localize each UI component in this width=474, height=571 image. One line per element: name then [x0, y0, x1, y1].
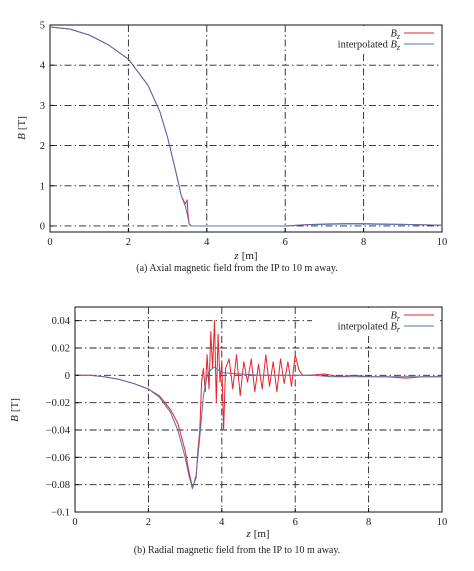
caption: (b) Radial magnetic field from the IP to…: [134, 545, 340, 556]
y-tick-label: 2: [40, 141, 45, 152]
plot-frame: [74, 306, 443, 513]
x-axis-label: z [m]: [233, 250, 257, 262]
series-line-r: [75, 320, 442, 488]
plot-frame: [49, 24, 443, 233]
grid: [75, 307, 442, 512]
legend-label: interpolated Bz: [338, 40, 401, 53]
y-axis-label: B[T]: [16, 116, 28, 140]
x-tick-label: 4: [219, 517, 225, 528]
y-tick-label: 0: [40, 221, 45, 232]
y-tick-label: 5: [40, 21, 45, 32]
y-tick-label: −0.08: [46, 480, 70, 491]
x-tick-label: 0: [72, 517, 77, 528]
x-tick-label: 10: [437, 517, 448, 528]
y-tick-label: 0.04: [52, 316, 71, 327]
x-tick-label: 6: [293, 517, 298, 528]
data-lines: [49, 26, 443, 227]
x-tick-label: 0: [47, 237, 52, 248]
tick-labels: 0 2 4 6 8 10 0 1 2 3 4 5: [40, 21, 448, 249]
y-tick-label: 0.02: [52, 344, 70, 355]
x-tick-label: 10: [437, 237, 448, 248]
tick-labels: 0 2 4 6 8 10 0.04 0.02 0 −0.02 −0.04 −0.06 −0.08 −0.1: [46, 316, 448, 528]
series-line-z-interpolated: [49, 26, 443, 227]
x-tick-label: 4: [204, 237, 210, 248]
y-tick-label: −0.06: [46, 453, 70, 464]
x-tick-label: 8: [366, 517, 371, 528]
series-line-r-interpolated: [75, 366, 442, 490]
legend-label: Br: [390, 311, 400, 324]
panel-radial-field: 0 2 4 6 8 10 0.04 0.02 0 −0.02 −0.04 −0.06 −0.08 −0.1…: [9, 306, 448, 556]
legend-label: interpolated Br: [338, 322, 401, 335]
y-tick-label: −0.1: [51, 508, 70, 519]
y-tick-label: 4: [40, 61, 46, 72]
grid: [50, 25, 442, 232]
caption: (a) Axial magnetic field from the IP to …: [136, 263, 337, 274]
y-tick-label: 1: [40, 181, 45, 192]
x-tick-label: 6: [283, 237, 288, 248]
legend-background: [312, 308, 440, 336]
y-axis-label: B[T]: [9, 398, 21, 422]
y-tick-label: −0.02: [46, 398, 70, 409]
x-tick-label: 2: [126, 237, 131, 248]
x-tick-label: 2: [146, 517, 151, 528]
x-tick-label: 8: [361, 237, 366, 248]
data-lines: [75, 320, 442, 490]
series-line-z: [49, 26, 443, 227]
legend-background: [312, 26, 440, 54]
y-tick-label: 3: [40, 101, 45, 112]
y-tick-label: 0: [65, 371, 70, 382]
x-axis-label: z [m]: [245, 528, 269, 540]
legend-label: Bz: [390, 29, 400, 42]
y-tick-label: −0.04: [46, 426, 71, 437]
